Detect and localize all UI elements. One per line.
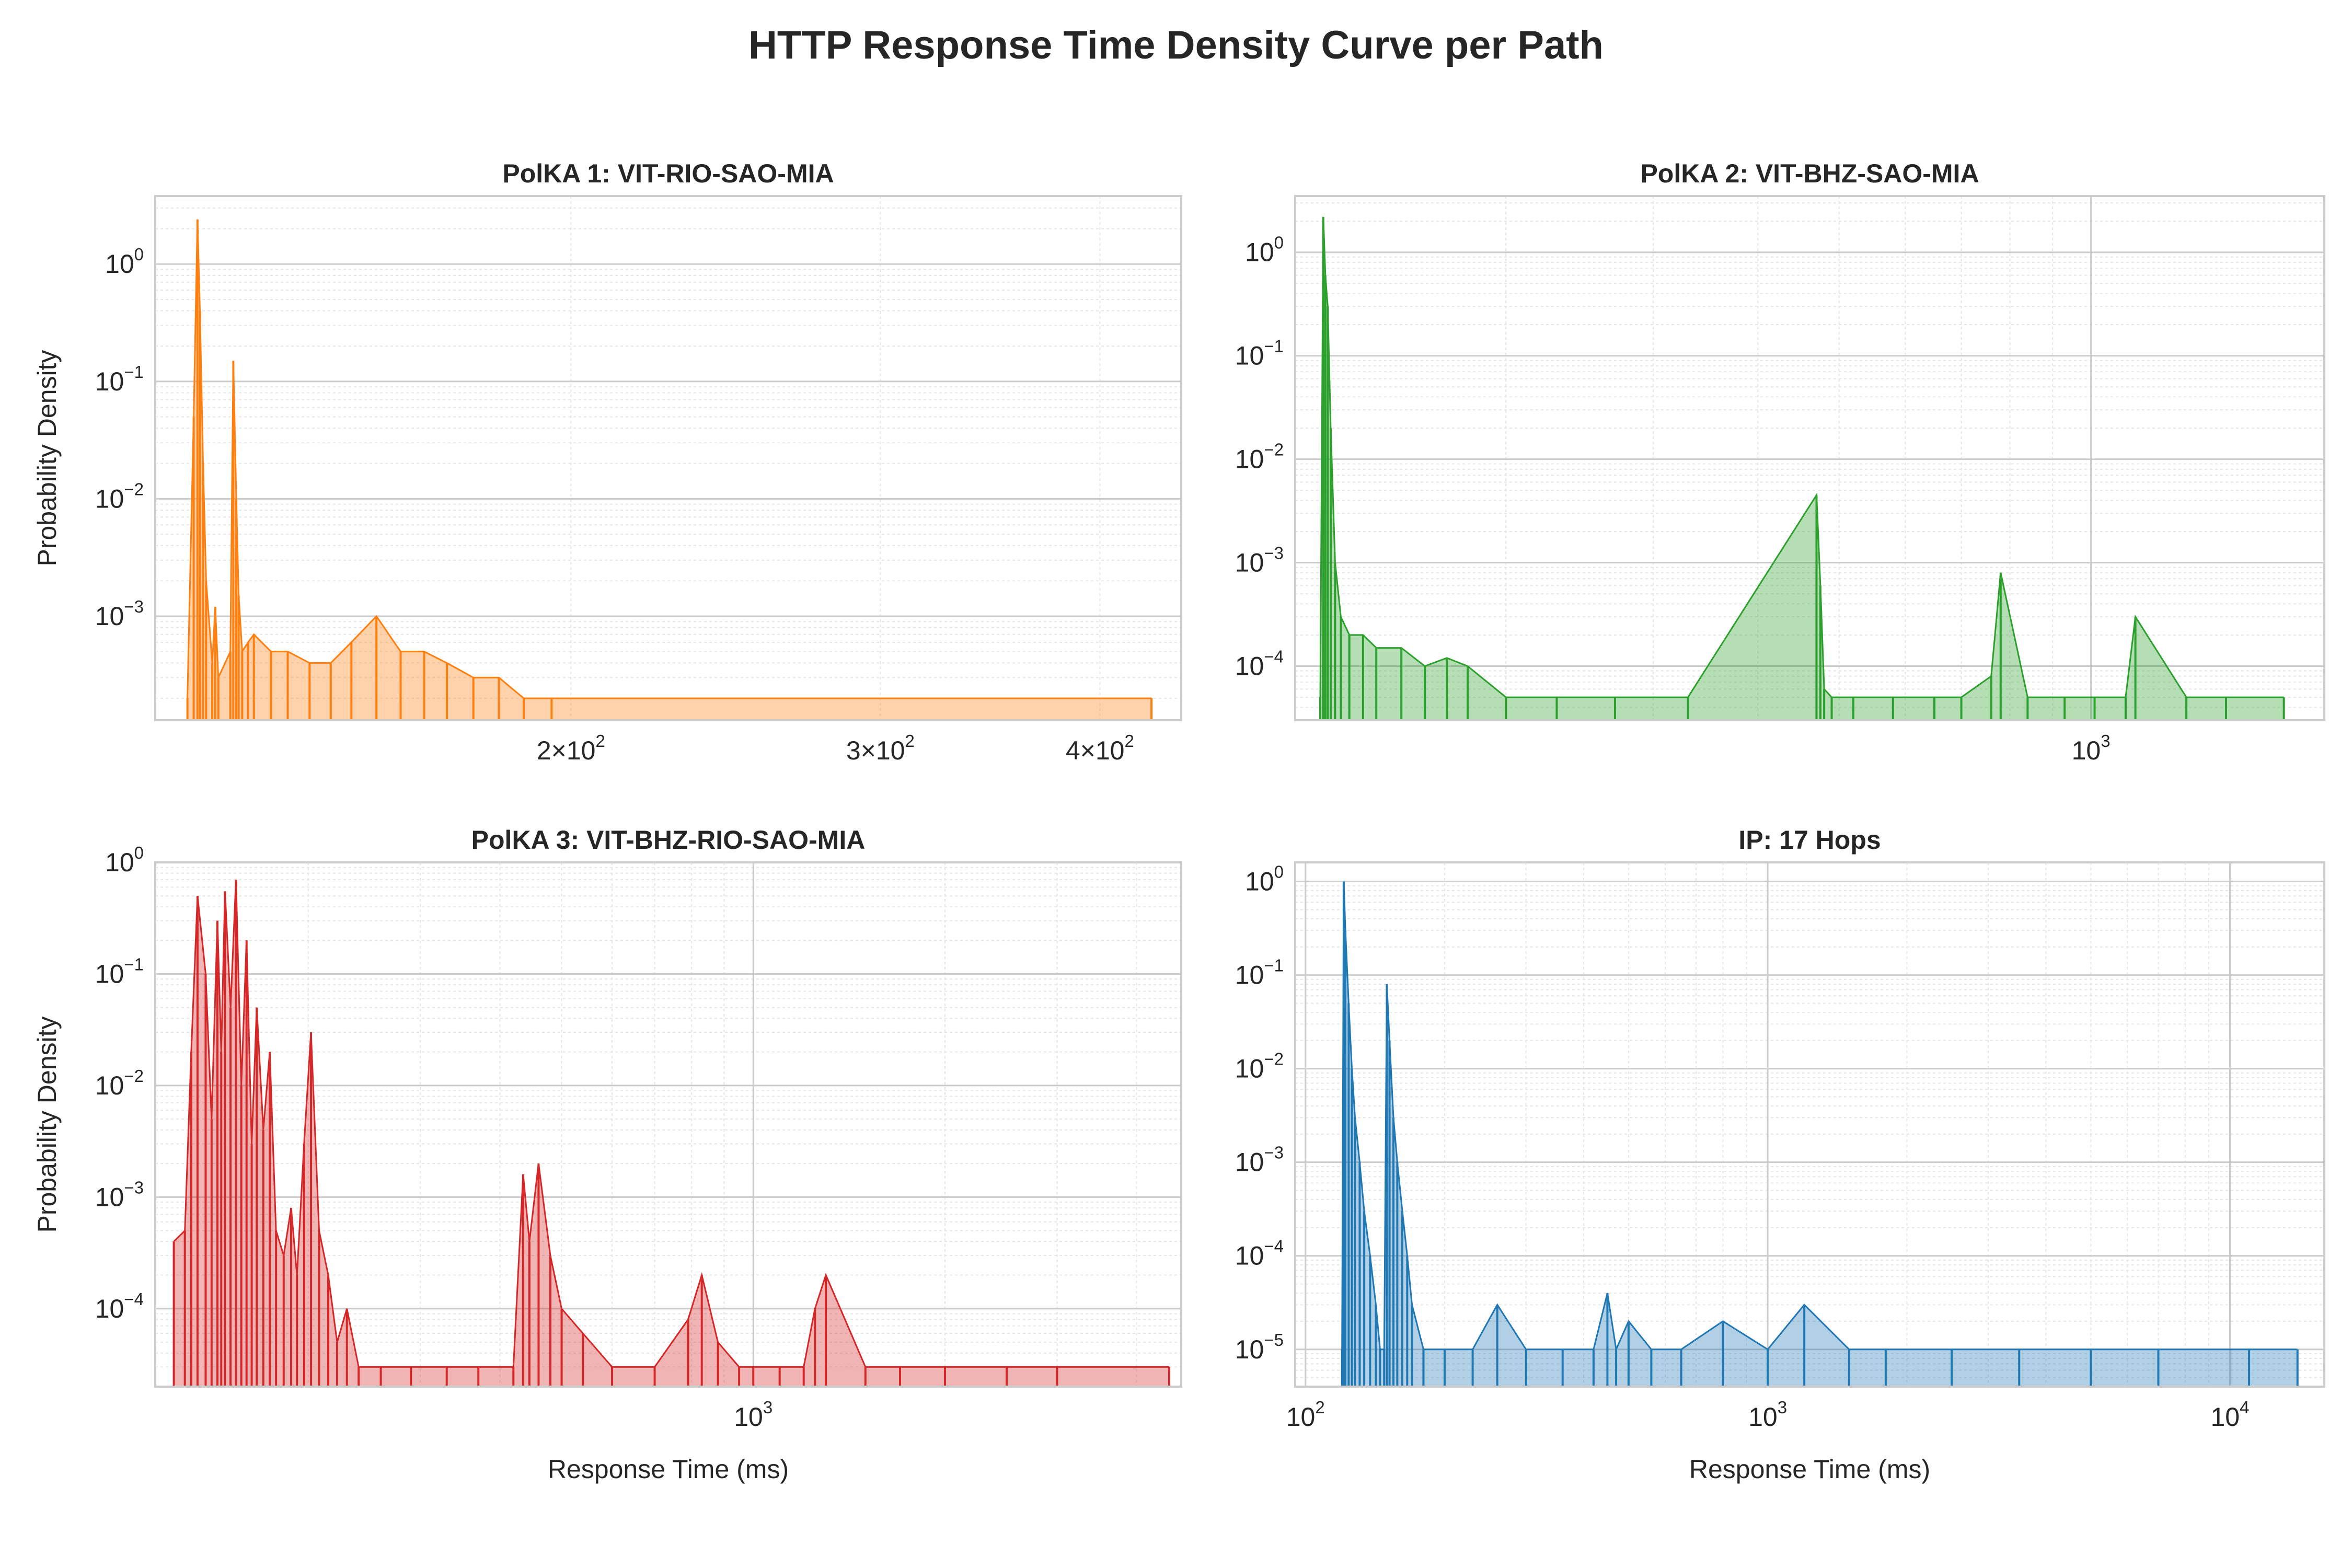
density-curve — [187, 219, 1152, 699]
minor-grid-x — [307, 862, 1137, 1387]
panel-polka-3: 100 10−1 10−2 10−3 10−4 103 PolKA 3: VIT-BHZ-R… — [32, 825, 1182, 1484]
minor-grid-y — [155, 867, 1181, 1368]
y-tick-label: 10−4 — [1235, 1237, 1284, 1271]
y-tick-label: 100 — [105, 843, 144, 877]
y-tick-label: 10−2 — [95, 479, 144, 513]
y-tick-label: 10−5 — [1235, 1330, 1284, 1364]
y-axis-label: Probability Density — [32, 1016, 62, 1232]
density-area — [174, 880, 1170, 1387]
density-curve — [173, 880, 1169, 1368]
density-series — [172, 880, 1170, 1387]
y-tick-label: 10−1 — [1235, 956, 1284, 990]
density-curve — [1319, 216, 2284, 698]
panel-title: PolKA 1: VIT-RIO-SAO-MIA — [502, 159, 834, 188]
y-tick-label: 10−1 — [95, 362, 144, 396]
y-tick-label: 100 — [1245, 233, 1284, 267]
x-tick-label: 2×102 — [537, 731, 605, 765]
y-tick-label: 10−4 — [95, 1289, 144, 1323]
x-tick-label: 103 — [2072, 731, 2111, 765]
panel-polka-2: 100 10−1 10−2 10−3 10−4 103 PolKA 2: VIT-BHZ-S… — [1235, 159, 2325, 765]
density-curve — [1341, 881, 2298, 1353]
minor-grid-x — [1444, 862, 2210, 1387]
minor-grid-y — [1295, 885, 2324, 1378]
y-tick-label: 10−3 — [95, 597, 144, 631]
minor-grid-x — [570, 196, 1101, 720]
y-tick-label: 10−2 — [1235, 440, 1284, 474]
y-tick-label: 10−1 — [1235, 337, 1284, 371]
x-tick-label: 104 — [2210, 1398, 2249, 1432]
x-tick-label: 3×102 — [846, 731, 915, 765]
x-axis-label: Response Time (ms) — [548, 1455, 789, 1484]
x-tick-label: 103 — [1748, 1398, 1787, 1432]
minor-grid-y — [1295, 202, 2324, 708]
density-series — [186, 219, 1153, 720]
figure-title: HTTP Response Time Density Curve per Pat… — [748, 23, 1604, 67]
x-axis-label: Response Time (ms) — [1689, 1455, 1930, 1484]
y-tick-label: 100 — [105, 245, 144, 279]
y-tick-label: 10−2 — [1235, 1050, 1284, 1083]
panel-polka-1: 100 10−1 10−2 10−3 2×102 3×102 4×102 PolKA 1: V… — [32, 159, 1182, 765]
y-tick-label: 10−1 — [95, 954, 144, 988]
density-series — [1341, 881, 2299, 1387]
x-tick-label: 102 — [1286, 1398, 1325, 1432]
y-tick-label: 100 — [1245, 862, 1284, 896]
density-series — [1319, 216, 2285, 720]
y-tick-label: 10−3 — [1235, 1143, 1284, 1177]
panel-title: PolKA 3: VIT-BHZ-RIO-SAO-MIA — [471, 825, 866, 855]
y-tick-label: 10−2 — [95, 1066, 144, 1100]
axes-frame — [154, 861, 1182, 1388]
minor-grid-x — [1505, 196, 2054, 720]
y-tick-label: 10−3 — [1235, 544, 1284, 578]
x-tick-label: 4×102 — [1066, 731, 1134, 765]
axes-frame — [1294, 861, 2325, 1388]
axes-frame — [1294, 195, 2325, 721]
x-tick-label: 103 — [734, 1398, 773, 1432]
panel-title: PolKA 2: VIT-BHZ-SAO-MIA — [1640, 159, 1979, 188]
panel-title: IP: 17 Hops — [1738, 825, 1881, 855]
y-tick-label: 10−4 — [1235, 647, 1284, 681]
density-area — [1320, 216, 2284, 720]
y-axis-label: Probability Density — [32, 350, 62, 566]
axes-frame — [154, 195, 1182, 721]
y-tick-label: 10−3 — [95, 1178, 144, 1212]
density-area — [187, 219, 1152, 720]
